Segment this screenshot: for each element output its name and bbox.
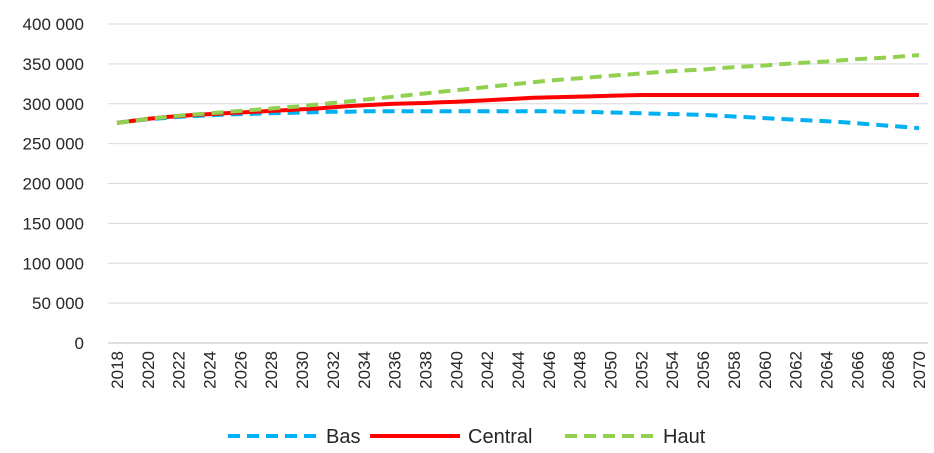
legend: Bas Central Haut: [228, 426, 706, 448]
x-tick-label: 2058: [725, 351, 744, 389]
x-tick-label: 2046: [540, 351, 559, 389]
y-tick-label: 150 000: [23, 214, 84, 233]
y-tick-label: 0: [75, 334, 84, 353]
gridlines: [108, 23, 928, 304]
series-line-central: [116, 93, 919, 125]
x-tick-label: 2066: [848, 351, 867, 389]
x-tick-label: 2048: [571, 351, 590, 389]
x-tick-label: 2024: [201, 351, 220, 389]
x-tick-label: 2062: [787, 351, 806, 389]
x-tick-label: 2054: [663, 351, 682, 389]
x-tick-label: 2028: [262, 351, 281, 389]
y-tick-label: 300 000: [23, 95, 84, 114]
x-tick-label: 2040: [447, 351, 466, 389]
y-tick-label: 50 000: [32, 294, 84, 313]
y-tick-label: 100 000: [23, 254, 84, 273]
legend-label-central: Central: [468, 426, 532, 448]
x-tick-label: 2038: [416, 351, 435, 389]
x-tick-label: 2068: [879, 351, 898, 389]
y-tick-label: 250 000: [23, 135, 84, 154]
x-tick-label: 2056: [694, 351, 713, 389]
y-tick-label: 400 000: [23, 15, 84, 34]
legend-label-haut: Haut: [663, 426, 706, 448]
x-tick-label: 2050: [602, 351, 621, 389]
series-group: [116, 53, 920, 131]
x-tick-label: 2070: [910, 351, 929, 389]
x-tick-label: 2030: [293, 351, 312, 389]
x-tick-label: 2034: [355, 351, 374, 389]
x-tick-label: 2044: [509, 351, 528, 389]
x-axis: 2018 2020 2022 2024 2026 2028 2030 2032 2034 2036…: [108, 351, 929, 389]
x-tick-label: 2026: [231, 351, 250, 389]
y-tick-label: 200 000: [23, 175, 84, 194]
legend-label-bas: Bas: [326, 426, 360, 448]
y-tick-label: 350 000: [23, 55, 84, 74]
x-tick-label: 2060: [756, 351, 775, 389]
x-tick-label: 2042: [478, 351, 497, 389]
x-tick-label: 2036: [386, 351, 405, 389]
x-tick-label: 2064: [817, 351, 836, 389]
x-tick-label: 2032: [324, 351, 343, 389]
x-tick-label: 2020: [139, 351, 158, 389]
x-tick-label: 2018: [108, 351, 127, 389]
x-tick-label: 2022: [170, 351, 189, 389]
x-tick-label: 2052: [632, 351, 651, 389]
y-axis: 0 50 000 100 000 150 000 200 000 250 000 300 0…: [23, 15, 84, 353]
series-line-haut: [116, 53, 920, 125]
